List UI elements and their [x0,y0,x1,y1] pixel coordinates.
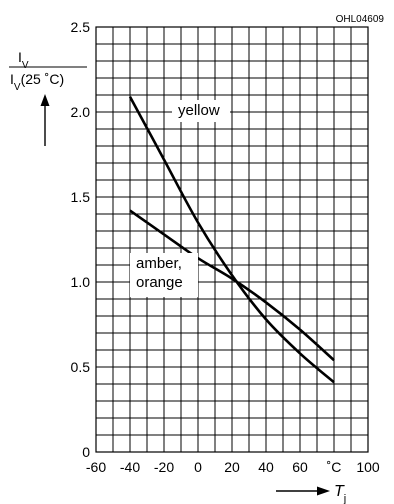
x-tick-labels: -60 -40 -20 0 20 40 60 ˚C 100 [86,459,380,475]
figure-code: OHL04609 [336,14,385,25]
x-tick-label: 60 [292,459,308,475]
y-axis-arrow [40,94,50,146]
x-tick-label: 0 [194,459,202,475]
x-tick-label: -60 [86,459,106,475]
x-tick-label: 40 [258,459,274,475]
y-tick-label: 2.5 [71,19,91,35]
x-tick-label: 20 [224,459,240,475]
series-label-backing-amber-orange [130,253,198,297]
y-tick-label: 0 [82,444,90,460]
y-tick-label: 1.0 [71,274,91,290]
y-tick-labels: 0 0.5 1.0 1.5 2.0 2.5 [71,19,91,460]
series-line-amber-orange [129,209,335,362]
series-line-yellow [128,96,335,384]
series-label-yellow: yellow [178,102,220,119]
grid [96,27,368,452]
x-axis-arrow [276,486,330,496]
x-axis-label: Tj [276,483,346,504]
x-tick-label: 100 [356,459,380,475]
series-labels: yellow amber, orange [130,100,230,297]
y-tick-label: 0.5 [71,359,91,375]
series-label-backing-yellow [172,100,230,122]
x-axis-label-text: Tj [334,483,346,504]
x-tick-label: ˚C [327,459,342,475]
y-tick-label: 2.0 [71,104,91,120]
y-tick-label: 1.5 [71,189,91,205]
x-tick-label: -20 [154,459,174,475]
y-axis-label: IV IV(25 ˚C) [9,49,87,146]
series [128,96,335,384]
y-axis-label-numerator: IV [18,49,29,71]
x-tick-label: -40 [120,459,140,475]
series-label-amber-orange: amber, orange [136,255,183,291]
plot-frame [95,26,369,453]
y-axis-label-denominator: IV(25 ˚C) [10,71,64,93]
